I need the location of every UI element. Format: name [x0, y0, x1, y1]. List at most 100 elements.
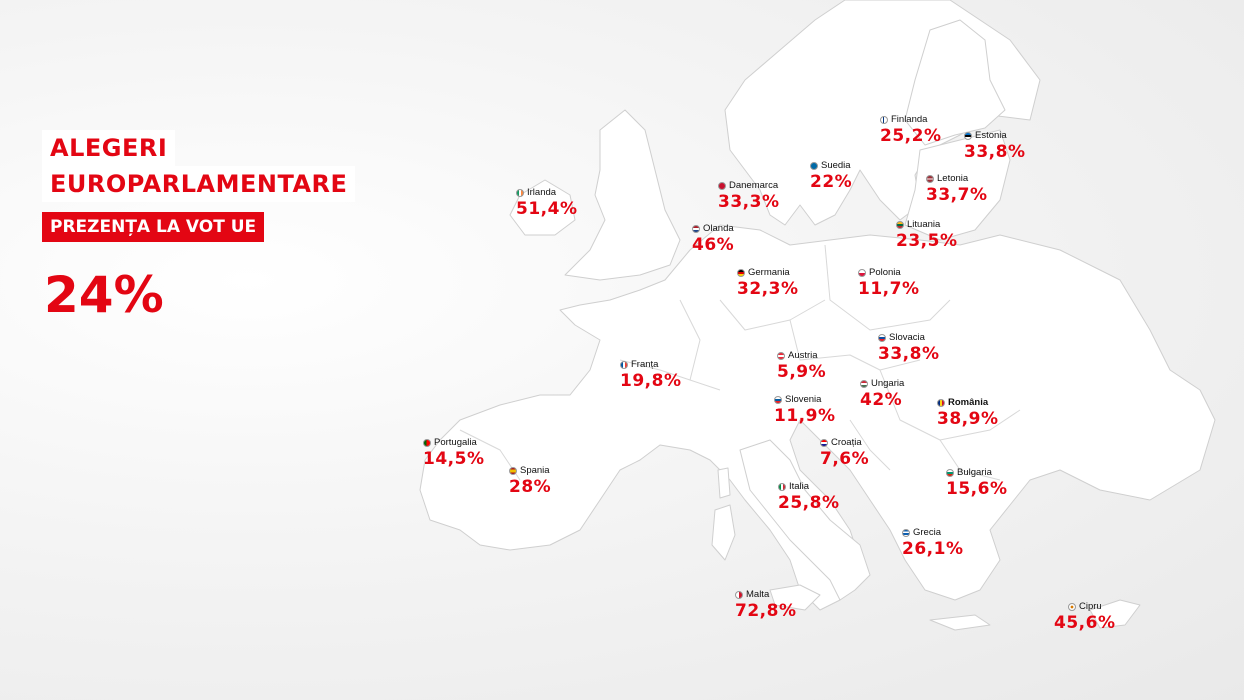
croatia-flag-icon — [820, 439, 828, 447]
denmark-flag-icon — [718, 182, 726, 190]
country-name: Finlanda — [891, 114, 928, 125]
country-label-slovacia: Slovacia 33,8% — [878, 332, 939, 364]
italy-flag-icon — [778, 483, 786, 491]
france-flag-icon — [620, 361, 628, 369]
country-name: Spania — [520, 465, 550, 476]
country-name: Malta — [746, 589, 770, 600]
country-name: Slovenia — [785, 394, 822, 405]
country-name: Grecia — [913, 527, 941, 538]
turnout-value: 22% — [810, 172, 853, 192]
turnout-value: 33,3% — [718, 192, 780, 212]
cyprus-island — [1089, 599, 1141, 629]
country-label-spania: Spania 28% — [509, 465, 551, 497]
turnout-value: 19,8% — [620, 371, 682, 391]
turnout-value: 38,9% — [937, 409, 999, 429]
turnout-value: 45,6% — [1054, 613, 1116, 633]
austria-flag-icon — [777, 352, 785, 360]
title-line-2: EUROPARLAMENTARE — [42, 166, 356, 202]
turnout-value: 14,5% — [423, 449, 485, 469]
country-label-polonia: Polonia 11,7% — [858, 267, 919, 299]
turnout-value: 11,7% — [858, 279, 920, 299]
lithuania-flag-icon — [896, 221, 904, 229]
country-label-danemarca: Danemarca 33,3% — [718, 180, 779, 212]
country-label-estonia: Estonia 33,8% — [964, 130, 1025, 162]
country-label-ungaria: Ungaria 42% — [860, 378, 904, 410]
country-label-finlanda: Finlanda 25,2% — [880, 114, 941, 146]
sweden-flag-icon — [810, 162, 818, 170]
turnout-value: 25,2% — [880, 126, 942, 146]
turnout-value: 15,6% — [946, 479, 1008, 499]
portugal-flag-icon — [423, 439, 431, 447]
ireland-flag-icon — [516, 189, 524, 197]
country-label-malta: Malta 72,8% — [735, 589, 796, 621]
finland-region — [904, 19, 1006, 146]
country-name: Ungaria — [871, 378, 905, 389]
country-label-bulgaria: Bulgaria 15,6% — [946, 467, 1007, 499]
greece-flag-icon — [902, 529, 910, 537]
country-label-italia: Italia 25,8% — [778, 481, 839, 513]
country-name: Irlanda — [527, 187, 557, 198]
spain-flag-icon — [509, 467, 517, 475]
country-label-portugalia: Portugalia 14,5% — [423, 437, 484, 469]
turnout-value: 11,9% — [774, 406, 836, 426]
poland-flag-icon — [858, 269, 866, 277]
country-label-romania: România 38,9% — [937, 397, 998, 429]
sicily-island — [769, 584, 821, 611]
country-label-croatia: Croația 7,6% — [820, 437, 869, 469]
country-label-cipru: Cipru 45,6% — [1054, 601, 1115, 633]
country-name: Croația — [831, 437, 862, 448]
country-label-franta: Franța 19,8% — [620, 359, 681, 391]
slovakia-flag-icon — [878, 334, 886, 342]
turnout-value: 42% — [860, 390, 903, 410]
ireland-island — [509, 179, 576, 236]
country-name: Olanda — [703, 223, 734, 234]
country-name: Austria — [788, 350, 818, 361]
germany-flag-icon — [737, 269, 745, 277]
country-name: Suedia — [821, 160, 851, 171]
subtitle-badge: PREZENȚA LA VOT UE — [42, 212, 265, 242]
turnout-value: 33,8% — [964, 142, 1026, 162]
turnout-value: 46% — [692, 235, 735, 255]
turnout-value: 23,5% — [896, 231, 958, 251]
country-name: Cipru — [1079, 601, 1102, 612]
country-label-germania: Germania 32,3% — [737, 267, 798, 299]
country-name: Letonia — [937, 173, 969, 184]
turnout-value: 32,3% — [737, 279, 799, 299]
finland-flag-icon — [880, 116, 888, 124]
country-label-austria: Austria 5,9% — [777, 350, 826, 382]
eu-turnout-value: 24% — [44, 266, 164, 324]
country-label-letonia: Letonia 33,7% — [926, 173, 987, 205]
great-britain — [564, 109, 681, 281]
country-name: Danemarca — [729, 180, 779, 191]
country-label-slovenia: Slovenia 11,9% — [774, 394, 835, 426]
country-name: Portugalia — [434, 437, 477, 448]
country-name: Franța — [631, 359, 659, 370]
country-name: Bulgaria — [957, 467, 992, 478]
turnout-value: 7,6% — [820, 449, 870, 469]
country-label-irlanda: Irlanda 51,4% — [516, 187, 577, 219]
malta-flag-icon — [735, 591, 743, 599]
country-name: România — [948, 397, 989, 408]
country-name: Polonia — [869, 267, 901, 278]
italy-peninsula — [739, 439, 871, 601]
hungary-flag-icon — [860, 380, 868, 388]
turnout-value: 33,8% — [878, 344, 940, 364]
romania-flag-icon — [937, 399, 945, 407]
bulgaria-flag-icon — [946, 469, 954, 477]
country-name: Lituania — [907, 219, 941, 230]
country-name: Germania — [748, 267, 790, 278]
country-name: Italia — [789, 481, 810, 492]
country-label-lituania: Lituania 23,5% — [896, 219, 957, 251]
turnout-value: 28% — [509, 477, 552, 497]
turnout-value: 72,8% — [735, 601, 797, 621]
country-label-suedia: Suedia 22% — [810, 160, 852, 192]
sardinia-island — [711, 504, 736, 561]
crete-island — [929, 614, 991, 631]
country-name: Slovacia — [889, 332, 925, 343]
cyprus-flag-icon — [1068, 603, 1076, 611]
netherlands-flag-icon — [692, 225, 700, 233]
corsica-island — [717, 467, 731, 499]
baltic-states — [904, 129, 1011, 241]
turnout-value: 51,4% — [516, 199, 578, 219]
